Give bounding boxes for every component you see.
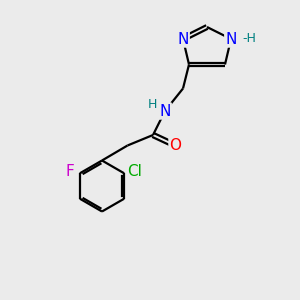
Text: H: H: [148, 98, 157, 111]
Text: -H: -H: [242, 32, 256, 46]
Text: N: N: [177, 32, 189, 46]
Text: F: F: [66, 164, 75, 179]
Text: N: N: [225, 32, 237, 46]
Text: N: N: [159, 103, 171, 118]
Text: Cl: Cl: [127, 164, 142, 179]
Text: O: O: [169, 138, 181, 153]
